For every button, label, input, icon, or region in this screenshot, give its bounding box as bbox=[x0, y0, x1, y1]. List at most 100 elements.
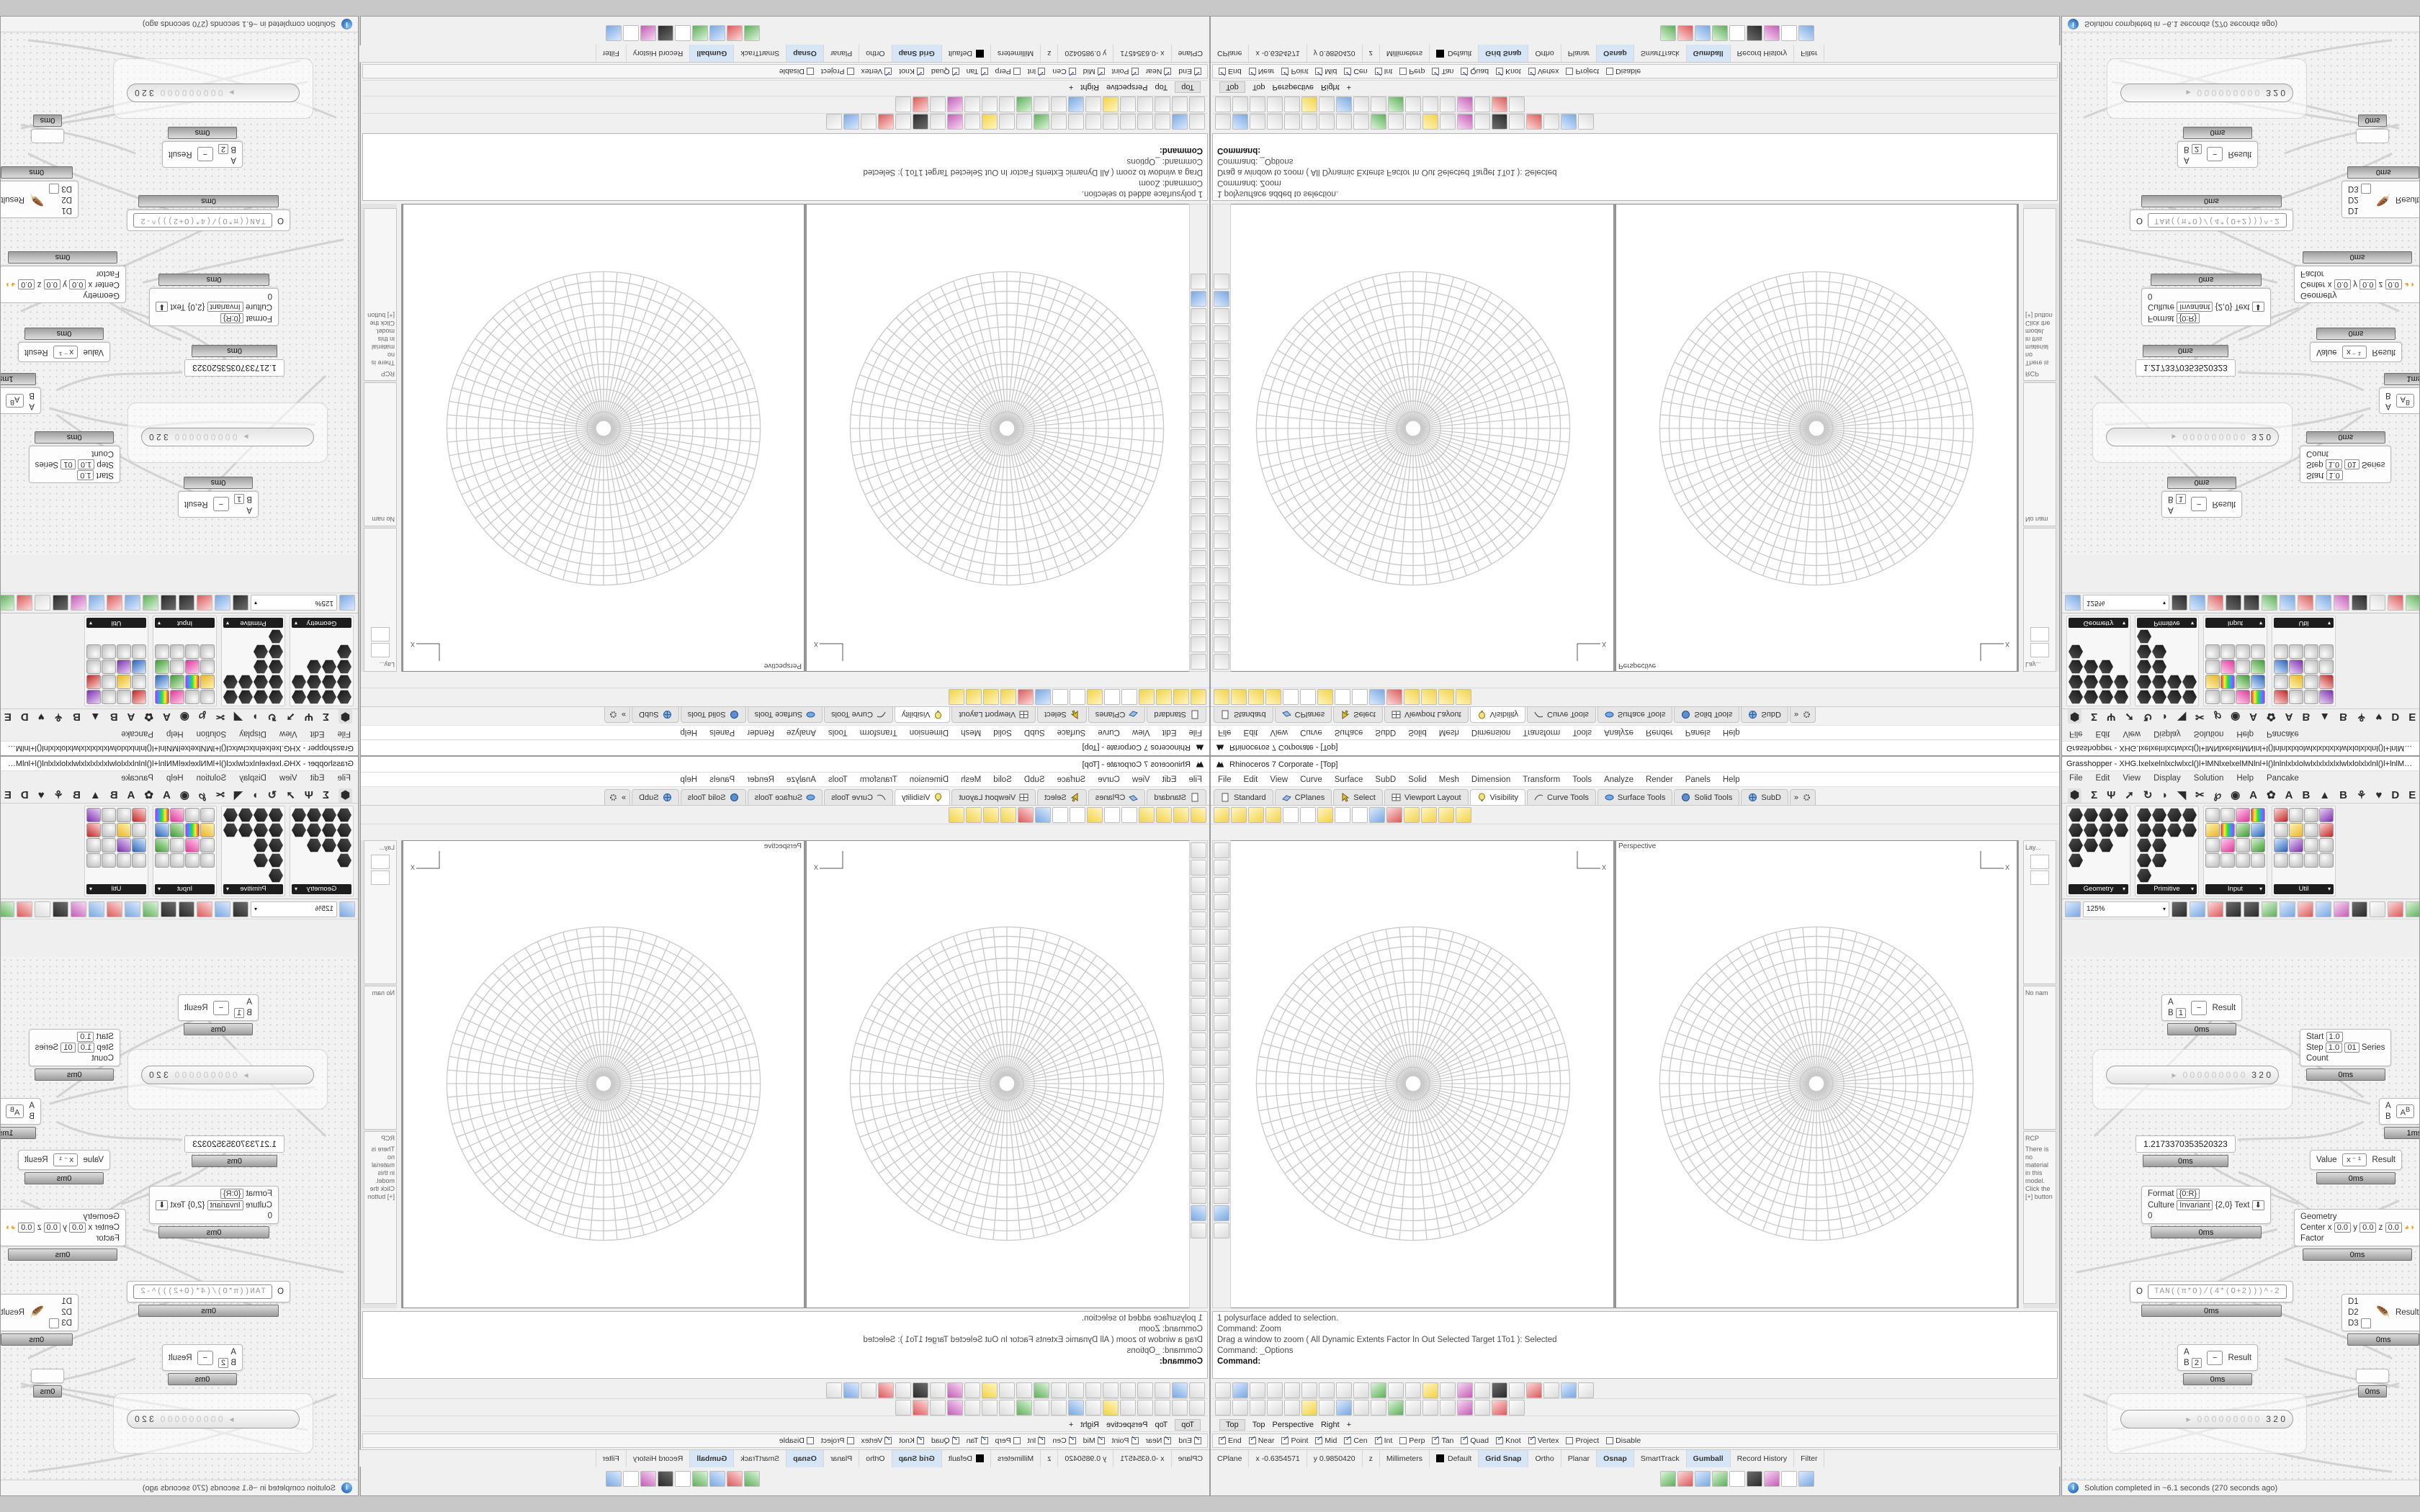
explode-icon[interactable] bbox=[913, 1399, 928, 1416]
node-body[interactable]: Value x⁻¹ Result bbox=[18, 1150, 110, 1170]
line-tool-icon[interactable] bbox=[1214, 877, 1229, 893]
gh-component-icon[interactable] bbox=[2236, 838, 2250, 852]
gh-menu-solution[interactable]: Solution bbox=[2193, 773, 2224, 783]
rhino-menu-item[interactable]: Mesh bbox=[961, 775, 982, 784]
gh-category-tab[interactable]: ℘ bbox=[198, 711, 207, 723]
gh-component-icon[interactable] bbox=[2319, 660, 2334, 674]
status-units[interactable]: Millimeters bbox=[1380, 1449, 1430, 1467]
hide-swap-icon[interactable] bbox=[1248, 806, 1264, 823]
osnap-icon[interactable] bbox=[1492, 114, 1507, 130]
port-b[interactable]: B bbox=[2385, 391, 2391, 400]
gh-component-icon[interactable] bbox=[2152, 823, 2166, 837]
center-y[interactable]: 0.0 bbox=[43, 279, 60, 289]
layers-panel[interactable]: Lay... bbox=[2023, 840, 2056, 984]
gh-cluster-icon[interactable] bbox=[2226, 901, 2241, 917]
pan-icon[interactable] bbox=[1388, 114, 1404, 130]
center-x[interactable]: 0.0 bbox=[2334, 279, 2351, 289]
gh-menu-pancake[interactable]: Pancake bbox=[2267, 729, 2299, 739]
rhino-menu-item[interactable]: File bbox=[1188, 728, 1202, 737]
gh-gha-icon[interactable] bbox=[2280, 595, 2295, 611]
gh-component-icon[interactable] bbox=[2319, 823, 2334, 837]
grid-icon[interactable] bbox=[1543, 114, 1559, 130]
render-icon[interactable] bbox=[964, 114, 980, 130]
gh-component-icon[interactable] bbox=[337, 675, 351, 689]
render-icon[interactable] bbox=[1440, 114, 1456, 130]
osnap-vertex[interactable]: Vertex bbox=[861, 67, 892, 76]
node-reciprocal[interactable]: Value x⁻¹ Result 0ms bbox=[2310, 1150, 2402, 1184]
rhino-command-pane[interactable]: 1 polysurface added to selection. Comman… bbox=[1212, 1311, 2058, 1379]
status-toggle-gumball[interactable]: Gumball bbox=[1686, 1449, 1731, 1467]
show-light-icon[interactable] bbox=[966, 689, 982, 706]
gh-component-icon[interactable] bbox=[2236, 823, 2250, 837]
surface-tool-icon[interactable] bbox=[1191, 498, 1206, 514]
gh-component-icon[interactable] bbox=[200, 838, 215, 852]
gh-component-icon[interactable] bbox=[117, 838, 131, 852]
rhino-menu-item[interactable]: Panels bbox=[709, 775, 735, 784]
gh-component-icon[interactable] bbox=[132, 823, 146, 837]
solid-sphere-icon[interactable] bbox=[982, 96, 998, 113]
rhino-menu-item[interactable]: Dimension bbox=[909, 775, 949, 784]
port-text[interactable]: Text bbox=[170, 1201, 186, 1210]
gh-component-icon[interactable] bbox=[2069, 675, 2083, 689]
gh-component-icon[interactable] bbox=[102, 690, 116, 704]
curve-ellipse-icon[interactable] bbox=[1284, 1399, 1300, 1416]
format-value[interactable]: {0:R} bbox=[2176, 1189, 2200, 1199]
grid-icon[interactable] bbox=[861, 114, 877, 130]
gh-bake-icon[interactable] bbox=[197, 595, 212, 611]
lock-objects-icon[interactable] bbox=[1121, 689, 1137, 706]
status-toggle-osnap[interactable]: Osnap bbox=[786, 45, 823, 63]
delete-icon[interactable] bbox=[878, 1382, 894, 1398]
port-a[interactable]: A bbox=[230, 1348, 236, 1356]
gh-category-tab[interactable]: ♥ bbox=[37, 711, 45, 723]
gh-category-tab[interactable]: A bbox=[127, 789, 135, 801]
gh-ribbon-group-label[interactable]: Primitive bbox=[223, 884, 283, 894]
gh-component-icon[interactable] bbox=[269, 660, 283, 674]
gh-category-tab[interactable]: B bbox=[73, 789, 81, 801]
port-factor[interactable]: Factor bbox=[2300, 1234, 2324, 1243]
gh-component-icon[interactable] bbox=[2274, 808, 2288, 822]
tray-link-icon[interactable] bbox=[606, 1471, 622, 1487]
gh-help-icon[interactable] bbox=[71, 595, 86, 611]
osnap-point[interactable]: Point bbox=[1112, 67, 1139, 76]
d3-value[interactable] bbox=[48, 184, 60, 194]
osnap-project[interactable]: Project bbox=[1566, 67, 1599, 76]
array-tool-icon[interactable] bbox=[1191, 1119, 1206, 1135]
node-series[interactable]: Start 1.0 Step 1.0 01 Series Count 0 bbox=[28, 431, 120, 483]
gh-component-icon[interactable] bbox=[322, 808, 336, 822]
gh-component-icon[interactable] bbox=[2114, 808, 2128, 822]
osnap-perp[interactable]: Perp bbox=[1399, 67, 1425, 76]
circle-tool-icon[interactable] bbox=[1214, 929, 1229, 945]
gh-component-icon[interactable] bbox=[238, 675, 253, 689]
port-d3[interactable]: D3 bbox=[2348, 1318, 2372, 1328]
gh-component-icon[interactable] bbox=[269, 808, 283, 822]
tray-render-icon[interactable] bbox=[1677, 1471, 1693, 1487]
node-body[interactable]: A B AB Result bbox=[2379, 1098, 2419, 1125]
copy-icon[interactable] bbox=[1301, 114, 1317, 130]
osnap-disable[interactable]: Disable bbox=[1606, 67, 1641, 76]
gh-category-tab[interactable]: ℘ bbox=[198, 789, 207, 801]
rhino-menu-item[interactable]: Solid bbox=[1408, 728, 1427, 737]
solid-box-icon[interactable] bbox=[999, 1399, 1015, 1416]
zoom-extents-icon[interactable] bbox=[1371, 1382, 1386, 1398]
node-power[interactable]: A B AB Result 1ms bbox=[2379, 1098, 2419, 1139]
grasshopper-canvas[interactable]: A B 1 − Result 0ms bbox=[2062, 32, 2419, 555]
surface-sweep2-icon[interactable] bbox=[1034, 1399, 1049, 1416]
curve-polygon-icon[interactable] bbox=[1319, 1399, 1335, 1416]
number-slider-2[interactable]: ▸ 0 0 0 0 0 0 0 0 0 3 2 0 bbox=[2120, 84, 2293, 102]
rhino-menu-item[interactable]: Tools bbox=[828, 775, 848, 784]
curve-rect-icon[interactable] bbox=[1103, 1399, 1119, 1416]
port-b[interactable]: B bbox=[29, 391, 35, 400]
gh-component-icon[interactable] bbox=[2084, 823, 2098, 837]
gh-save-icon[interactable] bbox=[2065, 901, 2081, 917]
print-icon[interactable] bbox=[1137, 114, 1153, 130]
rhino-menu-item[interactable]: Analyze bbox=[786, 775, 816, 784]
cut-icon[interactable] bbox=[1120, 1382, 1136, 1398]
node-panel-value[interactable]: 1.2173370353520323 0ms bbox=[184, 345, 284, 377]
select-tool-icon[interactable] bbox=[1214, 842, 1229, 858]
render-icon[interactable] bbox=[964, 1382, 980, 1398]
gh-category-tab[interactable]: ↻ bbox=[2143, 711, 2153, 723]
node-body[interactable]: A B 1 − Result bbox=[177, 994, 259, 1021]
node-body[interactable]: A B AB Result bbox=[1, 387, 41, 414]
layer-row[interactable] bbox=[371, 627, 390, 642]
delete-icon[interactable] bbox=[1526, 114, 1542, 130]
